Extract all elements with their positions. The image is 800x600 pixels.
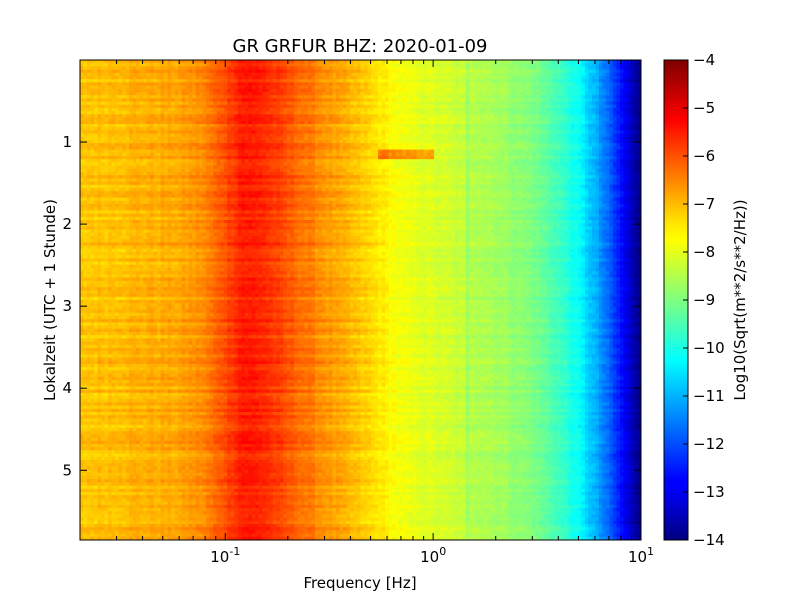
spectrogram-heatmap (80, 60, 642, 541)
chart-title: GR GRFUR BHZ: 2020-01-09 (233, 36, 488, 57)
spectrogram-figure: GR GRFUR BHZ: 2020-01-09 10-1 100 101 1234… (0, 0, 800, 600)
